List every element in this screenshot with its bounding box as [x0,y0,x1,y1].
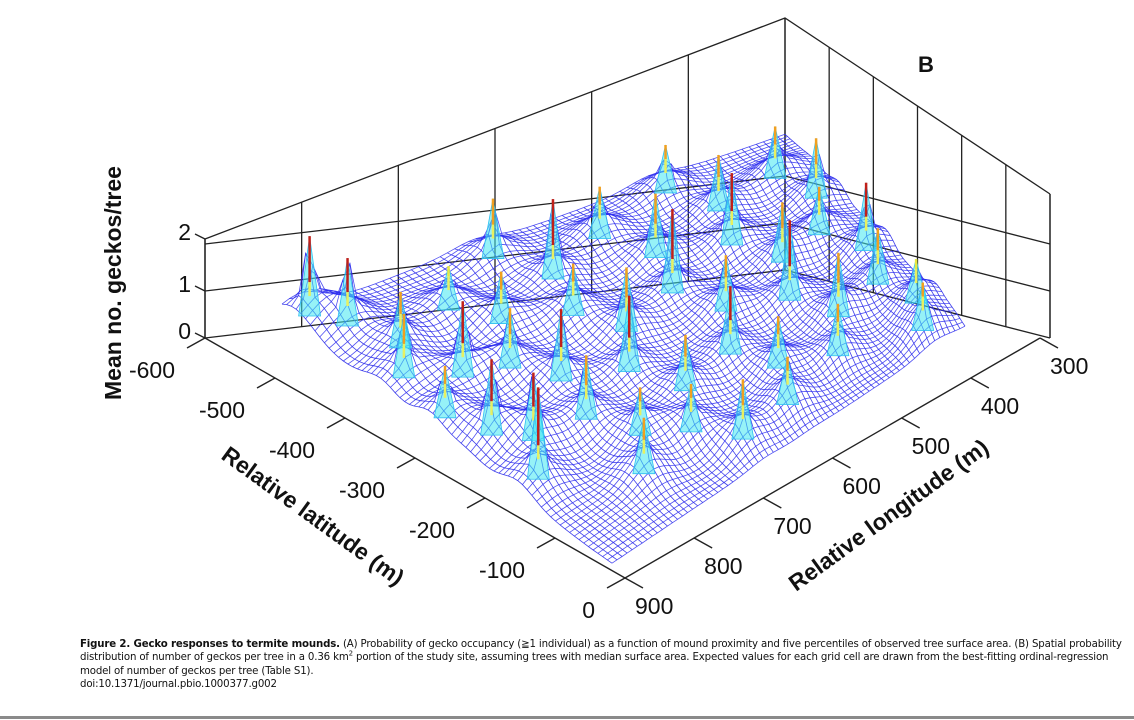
mesh-line [441,222,873,424]
x-tick-label: -600 [129,357,175,383]
x-tick-mark [326,417,346,429]
y-tick-label: 700 [773,513,811,539]
y-tick-label: 600 [843,473,881,499]
surface-peaks [298,126,935,480]
caption-doi: doi:10.1371/journal.pbio.1000377.g002 [80,678,277,690]
y-tick-mark [970,377,990,389]
mesh-line [545,279,930,513]
mesh-line [324,153,809,344]
x-axis-ticks: -600 -500 -400 -300 -200 -100 0 [129,337,626,623]
mesh-line [569,290,942,533]
mesh-line [286,136,788,305]
y-tick-label: 500 [912,433,950,459]
mesh-line [526,275,919,490]
mesh-line [578,298,947,540]
z-axis-label: Mean no. geckos/tree [100,166,126,400]
x-tick-label: -300 [339,477,385,503]
x-tick-label: -500 [199,397,245,423]
y-tick-mark [832,457,851,469]
y-tick-label: 900 [635,593,673,619]
y-axis-label: Relative longitude (m) [784,434,994,596]
mesh-line [357,173,827,370]
mesh-line [541,279,927,508]
z-axis-ticks: 0 1 2 [178,219,206,344]
y-tick-label: 400 [981,393,1019,419]
x-tick-mark [606,577,626,589]
bottom-divider [0,716,1134,719]
mesh-line [588,288,953,547]
wall-gridline-z [204,175,1051,245]
caption-superscript: 2 [348,649,353,658]
z-tick-label: 0 [178,318,191,344]
x-tick-mark [186,337,206,349]
x-tick-mark [466,497,486,509]
mesh-line [564,285,940,530]
caption-body-1: (A) Probability of gecko occupancy (≧1 i… [80,639,1122,664]
mesh-line [343,161,819,362]
mesh-line [489,250,899,469]
mesh-line [531,277,922,496]
mesh-line [592,300,955,551]
y-tick-mark [1039,337,1059,349]
figure-panel-b: -600 -500 -400 -300 -200 -100 0 900 800 700 600 50… [100,17,1088,623]
mesh-line [451,224,878,435]
x-tick-label: -200 [409,517,455,543]
mesh-line [352,170,824,368]
mesh-line [559,275,937,526]
caption-body-2: portion of the study site, assuming tree… [80,652,1109,677]
mesh-line [366,176,832,373]
x-tick-mark [536,537,556,549]
mesh-line [583,301,950,544]
y-tick-label: 800 [704,553,742,579]
mesh-line [437,212,870,419]
panel-label: B [918,52,934,77]
x-tick-label: -400 [269,437,315,463]
y-tick-mark [762,497,782,509]
mesh-line [611,325,966,564]
mesh-line [533,225,789,444]
y-tick-mark [624,577,644,589]
figure-caption: Figure 2. Gecko responses to termite mou… [80,638,1130,691]
mesh-line [371,176,834,374]
mesh-line [427,203,865,411]
mesh-line [291,138,791,307]
mesh-line [446,223,876,430]
y-tick-label: 300 [1050,353,1088,379]
mesh-line [432,218,868,414]
x-tick-label: -100 [479,557,525,583]
x-axis-label: Relative latitude (m) [217,441,409,590]
z-tick-label: 2 [178,219,191,245]
y-tick-mark [901,417,921,429]
y-axis-ticks: 900 800 700 600 500 400 300 [624,337,1088,619]
mesh-line [536,278,924,502]
mesh-line [295,140,793,310]
mesh-line [597,314,958,554]
y-tick-mark [693,537,713,549]
x-tick-mark [396,457,416,469]
mesh-line [281,133,786,305]
mesh-line [338,136,816,358]
z-tick-label: 1 [178,271,191,297]
mesh-line [347,159,822,365]
mesh-line [522,260,917,485]
z-tick-mark [194,285,206,292]
z-tick-mark [194,233,206,240]
mesh-line [361,175,829,371]
mesh-line [607,321,963,561]
mesh-line [602,318,961,557]
mesh-line [574,294,945,537]
x-tick-label: 0 [582,597,595,623]
z-tick-mark [194,332,206,339]
mesh-line [517,261,914,481]
caption-title: Figure 2. Gecko responses to termite mou… [80,639,340,650]
surface-plot: -600 -500 -400 -300 -200 -100 0 900 800 700 600 50… [100,17,1088,623]
x-tick-mark [256,377,276,389]
